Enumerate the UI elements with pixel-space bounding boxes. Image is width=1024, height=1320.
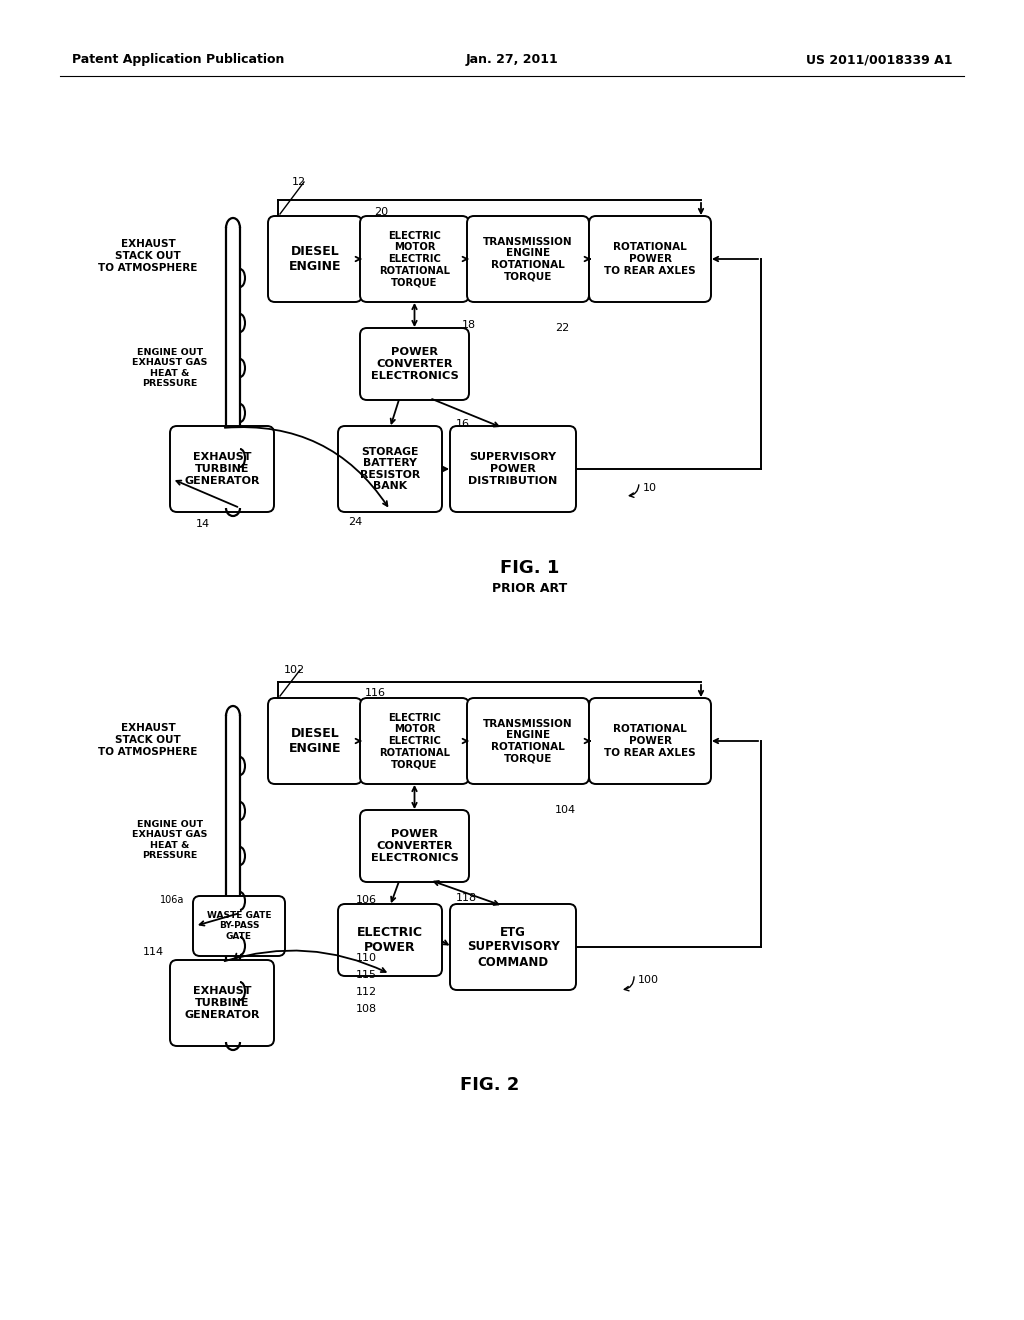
Text: 106: 106 [356, 895, 377, 906]
Text: 108: 108 [356, 1005, 377, 1014]
Text: ELECTRIC
POWER: ELECTRIC POWER [357, 927, 423, 954]
Text: 104: 104 [555, 805, 577, 814]
Text: EXHAUST
STACK OUT
TO ATMOSPHERE: EXHAUST STACK OUT TO ATMOSPHERE [98, 723, 198, 756]
Text: TRANSMISSION
ENGINE
ROTATIONAL
TORQUE: TRANSMISSION ENGINE ROTATIONAL TORQUE [483, 718, 572, 763]
Text: 116: 116 [365, 688, 386, 698]
Text: 102: 102 [284, 665, 305, 675]
FancyBboxPatch shape [360, 698, 469, 784]
Text: STORAGE
BATTERY
RESISTOR
BANK: STORAGE BATTERY RESISTOR BANK [359, 446, 420, 491]
Text: 100: 100 [638, 975, 659, 985]
Text: FIG. 1: FIG. 1 [501, 558, 560, 577]
Text: 114: 114 [143, 946, 164, 957]
Text: EXHAUST
STACK OUT
TO ATMOSPHERE: EXHAUST STACK OUT TO ATMOSPHERE [98, 239, 198, 273]
FancyBboxPatch shape [360, 810, 469, 882]
Text: 24: 24 [348, 517, 362, 527]
Text: 106a: 106a [160, 895, 184, 906]
Text: 10: 10 [643, 483, 657, 492]
FancyBboxPatch shape [450, 904, 575, 990]
Text: ENGINE OUT
EXHAUST GAS
HEAT &
PRESSURE: ENGINE OUT EXHAUST GAS HEAT & PRESSURE [132, 348, 208, 388]
Text: Patent Application Publication: Patent Application Publication [72, 54, 285, 66]
Text: WASTE GATE
BY-PASS
GATE: WASTE GATE BY-PASS GATE [207, 911, 271, 941]
Text: ROTATIONAL
POWER
TO REAR AXLES: ROTATIONAL POWER TO REAR AXLES [604, 243, 696, 276]
FancyBboxPatch shape [193, 896, 285, 956]
Text: ETG
SUPERVISORY
COMMAND: ETG SUPERVISORY COMMAND [467, 925, 559, 969]
Text: PRIOR ART: PRIOR ART [493, 582, 567, 594]
FancyBboxPatch shape [268, 698, 362, 784]
Text: POWER
CONVERTER
ELECTRONICS: POWER CONVERTER ELECTRONICS [371, 347, 459, 380]
FancyBboxPatch shape [338, 426, 442, 512]
FancyBboxPatch shape [589, 216, 711, 302]
FancyBboxPatch shape [268, 216, 362, 302]
FancyBboxPatch shape [467, 216, 589, 302]
Text: 14: 14 [196, 519, 210, 529]
Text: US 2011/0018339 A1: US 2011/0018339 A1 [806, 54, 952, 66]
Text: 118: 118 [456, 894, 477, 903]
Text: EXHAUST
TURBINE
GENERATOR: EXHAUST TURBINE GENERATOR [184, 453, 260, 486]
FancyBboxPatch shape [338, 904, 442, 975]
Text: DIESEL
ENGINE: DIESEL ENGINE [289, 246, 341, 273]
FancyBboxPatch shape [360, 216, 469, 302]
Text: POWER
CONVERTER
ELECTRONICS: POWER CONVERTER ELECTRONICS [371, 829, 459, 862]
Text: EXHAUST
TURBINE
GENERATOR: EXHAUST TURBINE GENERATOR [184, 986, 260, 1019]
Text: 110: 110 [356, 953, 377, 964]
FancyBboxPatch shape [450, 426, 575, 512]
Text: 16: 16 [456, 418, 470, 429]
Text: 18: 18 [462, 319, 476, 330]
Text: ELECTRIC
MOTOR
ELECTRIC
ROTATIONAL
TORQUE: ELECTRIC MOTOR ELECTRIC ROTATIONAL TORQU… [379, 231, 450, 288]
Text: ENGINE OUT
EXHAUST GAS
HEAT &
PRESSURE: ENGINE OUT EXHAUST GAS HEAT & PRESSURE [132, 820, 208, 861]
Text: ROTATIONAL
POWER
TO REAR AXLES: ROTATIONAL POWER TO REAR AXLES [604, 725, 696, 758]
Text: 20: 20 [374, 207, 388, 216]
Text: 112: 112 [356, 987, 377, 997]
FancyBboxPatch shape [360, 327, 469, 400]
Text: ELECTRIC
MOTOR
ELECTRIC
ROTATIONAL
TORQUE: ELECTRIC MOTOR ELECTRIC ROTATIONAL TORQU… [379, 713, 450, 770]
FancyBboxPatch shape [589, 698, 711, 784]
Text: Jan. 27, 2011: Jan. 27, 2011 [466, 54, 558, 66]
Text: 115: 115 [356, 970, 377, 979]
FancyBboxPatch shape [170, 426, 274, 512]
Text: 22: 22 [555, 323, 569, 333]
FancyBboxPatch shape [170, 960, 274, 1045]
Text: TRANSMISSION
ENGINE
ROTATIONAL
TORQUE: TRANSMISSION ENGINE ROTATIONAL TORQUE [483, 236, 572, 281]
Text: DIESEL
ENGINE: DIESEL ENGINE [289, 727, 341, 755]
Text: FIG. 2: FIG. 2 [461, 1076, 520, 1094]
Text: 12: 12 [292, 177, 306, 187]
FancyBboxPatch shape [467, 698, 589, 784]
Text: SUPERVISORY
POWER
DISTRIBUTION: SUPERVISORY POWER DISTRIBUTION [468, 453, 558, 486]
